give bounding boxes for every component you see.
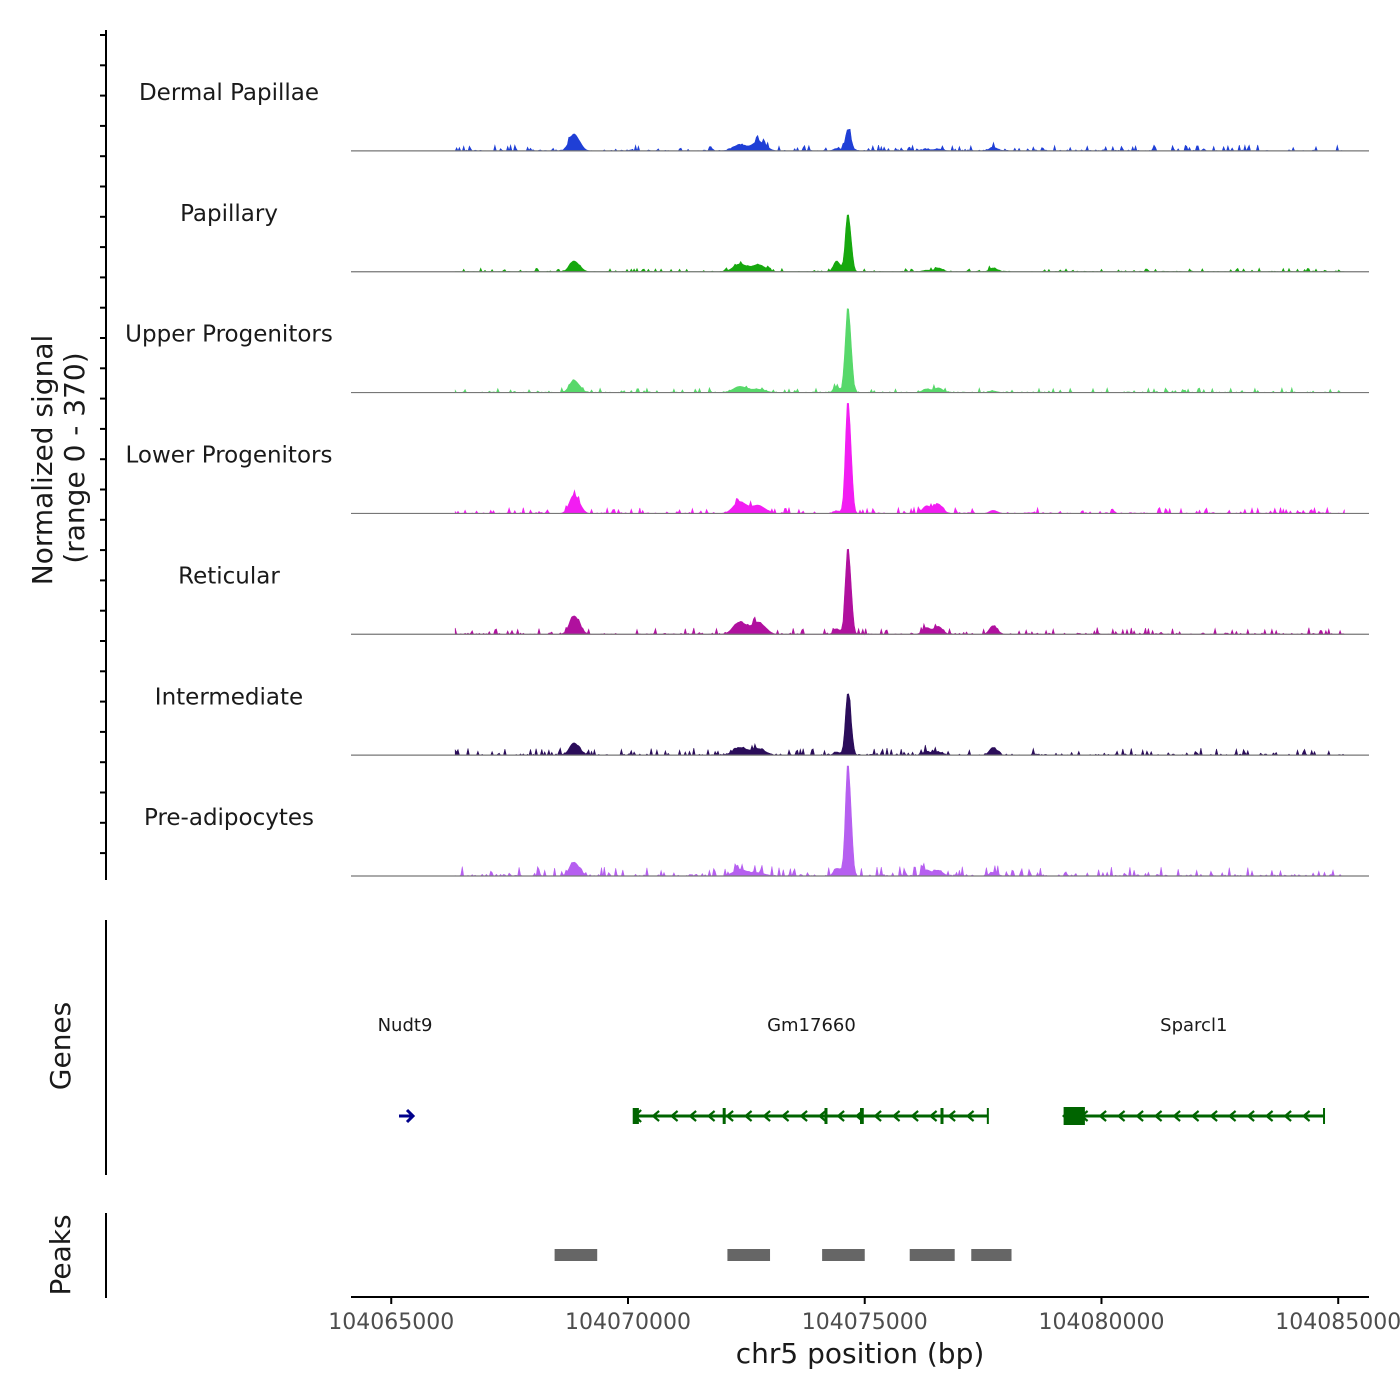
track-label: Papillary: [180, 201, 278, 227]
strand-chevron: [799, 1110, 808, 1122]
coverage-panel: Normalized signal (range 0 - 370) Dermal…: [26, 30, 1369, 880]
x-axis-ticks: 104065000 104070000 104075000 104080000 1040…: [328, 1297, 1400, 1335]
coverage-area: [454, 128, 1345, 153]
gene-model: Sparcl1: [1062, 1015, 1326, 1125]
strand-chevron: [947, 1110, 956, 1122]
peak-region: [909, 1249, 955, 1261]
peak-region: [971, 1249, 1012, 1261]
strand-chevron: [780, 1110, 790, 1122]
strand-chevron: [1301, 1110, 1311, 1122]
peaks-panel-title: Peaks: [44, 1214, 77, 1295]
strand-chevron: [1079, 1110, 1089, 1122]
peak-regions: [554, 1249, 1012, 1261]
coverage-area: [454, 765, 1345, 878]
strand-chevron: [965, 1110, 975, 1122]
strand-chevron: [817, 1110, 827, 1122]
strand-chevron: [725, 1110, 734, 1122]
genes-panel: Genes Nudt9 Gm17660 Sparcl1: [44, 920, 1326, 1175]
exon-block: [860, 1108, 864, 1124]
track-label: Intermediate: [155, 684, 303, 710]
exon-block: [824, 1108, 828, 1124]
track-label: Lower Progenitors: [126, 443, 333, 469]
strand-chevron: [1190, 1110, 1200, 1122]
peak-region: [554, 1249, 598, 1261]
x-axis: 104065000 104070000 104075000 104080000 1040…: [328, 1296, 1400, 1370]
strand-chevron: [688, 1110, 697, 1122]
coverage-area: [454, 548, 1345, 636]
strand-chevron: [762, 1110, 771, 1122]
coverage-tracks: Dermal Papillae Papillary Upper Progenitor…: [125, 80, 1369, 878]
gene-model: Gm17660: [632, 1015, 989, 1124]
track-label: Pre-adipocytes: [144, 805, 314, 831]
coverage-y-axis-range: (range 0 - 370): [58, 352, 91, 563]
track-label: Dermal Papillae: [139, 80, 319, 106]
gene-label: Gm17660: [767, 1015, 856, 1036]
strand-chevron: [891, 1110, 901, 1122]
strand-chevron: [1283, 1110, 1292, 1122]
coverage-area: [454, 308, 1345, 394]
strand-chevron: [854, 1110, 864, 1122]
coverage-area: [454, 403, 1345, 515]
strand-chevron: [1172, 1110, 1181, 1122]
strand-chevron: [1227, 1110, 1237, 1122]
strand-arrow: [1062, 1109, 1071, 1123]
strand-chevron: [910, 1110, 919, 1122]
strand-chevron: [836, 1110, 845, 1122]
coverage-track: Lower Progenitors: [126, 403, 1369, 515]
gene-models: Nudt9 Gm17660 Sparcl1: [378, 1015, 1326, 1125]
strand-chevron: [873, 1110, 882, 1122]
coverage-track: Papillary: [180, 201, 1369, 273]
genes-panel-title: Genes: [44, 1002, 77, 1090]
strand-arrow: [633, 1109, 642, 1123]
gene-label: Sparcl1: [1160, 1015, 1227, 1036]
strand-chevron: [1264, 1110, 1274, 1122]
strand-chevron: [1135, 1110, 1144, 1122]
gene-label: Nudt9: [378, 1015, 433, 1036]
exon-block: [722, 1108, 726, 1124]
strand-arrow: [405, 1108, 416, 1124]
coverage-track: Reticular: [178, 548, 1369, 636]
x-axis-title: chr5 position (bp): [736, 1337, 985, 1370]
track-label: Upper Progenitors: [125, 322, 333, 348]
coverage-track: Dermal Papillae: [139, 80, 1369, 153]
strand-chevron: [669, 1110, 679, 1122]
exon-block: [940, 1108, 944, 1124]
strand-chevron: [1116, 1110, 1126, 1122]
strand-chevron: [706, 1110, 716, 1122]
strand-chevron: [743, 1110, 753, 1122]
x-tick-label: 104085000: [1275, 1310, 1400, 1335]
coverage-y-axis-ticks: [100, 34, 106, 855]
gene-model: Nudt9: [378, 1015, 433, 1124]
x-tick-label: 104070000: [565, 1310, 691, 1335]
strand-chevron: [928, 1110, 938, 1122]
x-tick-label: 104075000: [802, 1310, 928, 1335]
coverage-area: [454, 693, 1345, 757]
peaks-panel: Peaks: [44, 1213, 1012, 1298]
coverage-y-axis-title: Normalized signal: [26, 335, 59, 586]
strand-chevron: [651, 1110, 660, 1122]
strand-chevron: [1209, 1110, 1218, 1122]
track-label: Reticular: [178, 563, 280, 589]
strand-chevron: [1153, 1110, 1163, 1122]
peak-region: [822, 1249, 865, 1261]
peak-region: [727, 1249, 771, 1261]
coverage-track: Upper Progenitors: [125, 308, 1369, 394]
coverage-track: Pre-adipocytes: [144, 765, 1369, 878]
x-tick-label: 104065000: [328, 1310, 454, 1335]
strand-chevron: [1246, 1110, 1255, 1122]
coverage-area: [454, 214, 1345, 273]
x-tick-label: 104080000: [1038, 1310, 1164, 1335]
coverage-track: Intermediate: [155, 684, 1369, 757]
strand-chevron: [1098, 1110, 1107, 1122]
